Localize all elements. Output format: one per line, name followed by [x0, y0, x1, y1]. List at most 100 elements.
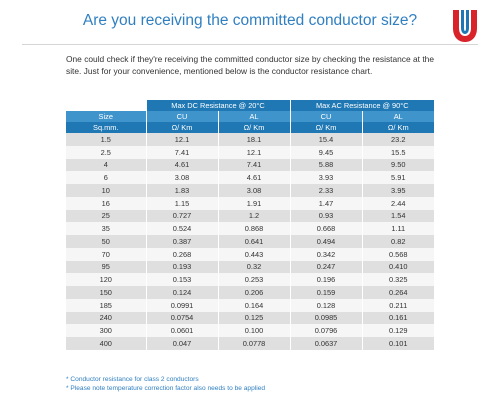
cell-ac-cu: 0.342 [290, 247, 363, 261]
footnote-conductor-class: * Conductor resistance for class 2 condu… [66, 376, 199, 383]
cell-dc-cu: 0.524 [146, 222, 219, 235]
cell-dc-al: 0.443 [218, 247, 291, 261]
cell-size: 120 [66, 273, 147, 286]
title-divider [22, 44, 478, 45]
cell-dc-al: 0.253 [218, 273, 291, 286]
cell-ac-cu: 0.128 [290, 298, 363, 312]
table-row: 300 0.0601 0.100 0.0796 0.129 [66, 324, 434, 337]
cell-size: 4 [66, 158, 147, 172]
table-row: 120 0.153 0.253 0.196 0.325 [66, 273, 434, 286]
cell-dc-al: 12.1 [218, 145, 291, 159]
cell-size: 185 [66, 298, 147, 312]
table-row: 400 0.047 0.0778 0.0637 0.101 [66, 337, 434, 350]
table-row: 4 4.61 7.41 5.88 9.50 [66, 158, 434, 172]
cell-dc-al: 0.0778 [218, 337, 291, 350]
cell-ac-cu: 0.0985 [290, 311, 363, 325]
cell-dc-cu: 3.08 [146, 171, 219, 184]
cell-dc-cu: 1.15 [146, 196, 219, 210]
header-unit: Ω/ Km [362, 122, 434, 133]
cell-dc-cu: 4.61 [146, 158, 219, 172]
table-row: 50 0.387 0.641 0.494 0.82 [66, 235, 434, 248]
cell-dc-al: 0.868 [218, 222, 291, 235]
table-row: 185 0.0991 0.164 0.128 0.211 [66, 298, 434, 312]
cell-size: 2.5 [66, 145, 147, 159]
cell-dc-al: 0.206 [218, 286, 291, 299]
header-ac-resistance: Max AC Resistance @ 90°C [290, 100, 434, 111]
cell-size: 25 [66, 209, 147, 223]
cell-dc-cu: 0.124 [146, 286, 219, 299]
intro-paragraph: One could check if they're receiving the… [66, 54, 434, 77]
table-row: 25 0.727 1.2 0.93 1.54 [66, 209, 434, 223]
cell-size: 35 [66, 222, 147, 235]
cell-dc-al: 0.641 [218, 235, 291, 248]
cell-dc-al: 7.41 [218, 158, 291, 172]
header-blank-cell [66, 100, 147, 111]
table-header-row-units: Sq.mm. Ω/ Km Ω/ Km Ω/ Km Ω/ Km [66, 122, 434, 133]
cell-ac-cu: 0.247 [290, 260, 363, 274]
header-unit: Ω/ Km [218, 122, 291, 133]
cell-ac-cu: 15.4 [290, 133, 363, 146]
cell-size: 95 [66, 260, 147, 274]
cell-ac-al: 0.101 [362, 337, 434, 350]
cell-dc-al: 0.32 [218, 260, 291, 274]
header-size-unit: Sq.mm. [66, 122, 147, 133]
cell-dc-cu: 0.387 [146, 235, 219, 248]
header-unit: Ω/ Km [146, 122, 219, 133]
cell-size: 150 [66, 286, 147, 299]
table-row: 35 0.524 0.868 0.668 1.11 [66, 222, 434, 235]
cell-ac-al: 0.129 [362, 324, 434, 337]
header-size: Size [66, 111, 147, 122]
cell-dc-al: 18.1 [218, 133, 291, 146]
cell-ac-al: 0.161 [362, 311, 434, 325]
cell-ac-cu: 1.47 [290, 196, 363, 210]
cell-dc-cu: 12.1 [146, 133, 219, 146]
cell-ac-al: 0.211 [362, 298, 434, 312]
cell-ac-al: 0.568 [362, 247, 434, 261]
cell-dc-al: 3.08 [218, 184, 291, 197]
cell-ac-al: 3.95 [362, 184, 434, 197]
table-row: 240 0.0754 0.125 0.0985 0.161 [66, 311, 434, 325]
cable-manufacturer-logo-icon [453, 10, 477, 42]
cell-ac-cu: 0.93 [290, 209, 363, 223]
cell-dc-cu: 0.0991 [146, 298, 219, 312]
table-row: 1.5 12.1 18.1 15.4 23.2 [66, 133, 434, 146]
cell-ac-cu: 9.45 [290, 145, 363, 159]
cell-ac-cu: 0.159 [290, 286, 363, 299]
cell-ac-cu: 2.33 [290, 184, 363, 197]
cell-size: 1.5 [66, 133, 147, 146]
cell-ac-cu: 0.196 [290, 273, 363, 286]
table-row: 16 1.15 1.91 1.47 2.44 [66, 196, 434, 210]
table-header-row-groups: Max DC Resistance @ 20°C Max AC Resistan… [66, 100, 434, 111]
cell-dc-cu: 0.268 [146, 247, 219, 261]
cell-size: 10 [66, 184, 147, 197]
cell-dc-cu: 0.047 [146, 337, 219, 350]
header-dc-resistance: Max DC Resistance @ 20°C [146, 100, 291, 111]
cell-dc-al: 0.100 [218, 324, 291, 337]
footnotes: * Conductor resistance for class 2 condu… [66, 375, 434, 393]
cell-size: 400 [66, 337, 147, 350]
cell-dc-al: 0.125 [218, 311, 291, 325]
cell-ac-cu: 5.88 [290, 158, 363, 172]
cell-ac-cu: 0.0637 [290, 337, 363, 350]
cell-size: 300 [66, 324, 147, 337]
cell-ac-cu: 0.0796 [290, 324, 363, 337]
cell-dc-al: 1.2 [218, 209, 291, 223]
cell-size: 240 [66, 311, 147, 325]
cell-ac-al: 5.91 [362, 171, 434, 184]
cell-ac-al: 0.82 [362, 235, 434, 248]
cell-dc-cu: 0.0754 [146, 311, 219, 325]
header-ac-al: AL [362, 111, 434, 122]
cell-ac-al: 15.5 [362, 145, 434, 159]
cell-dc-cu: 0.727 [146, 209, 219, 223]
cell-dc-al: 0.164 [218, 298, 291, 312]
table-row: 6 3.08 4.61 3.93 5.91 [66, 171, 434, 184]
cell-ac-al: 0.410 [362, 260, 434, 274]
table-row: 150 0.124 0.206 0.159 0.264 [66, 286, 434, 299]
cell-dc-al: 1.91 [218, 196, 291, 210]
cell-ac-al: 0.325 [362, 273, 434, 286]
cell-ac-cu: 0.494 [290, 235, 363, 248]
cell-size: 6 [66, 171, 147, 184]
cell-dc-cu: 0.0601 [146, 324, 219, 337]
cell-dc-cu: 7.41 [146, 145, 219, 159]
header-dc-cu: CU [146, 111, 219, 122]
